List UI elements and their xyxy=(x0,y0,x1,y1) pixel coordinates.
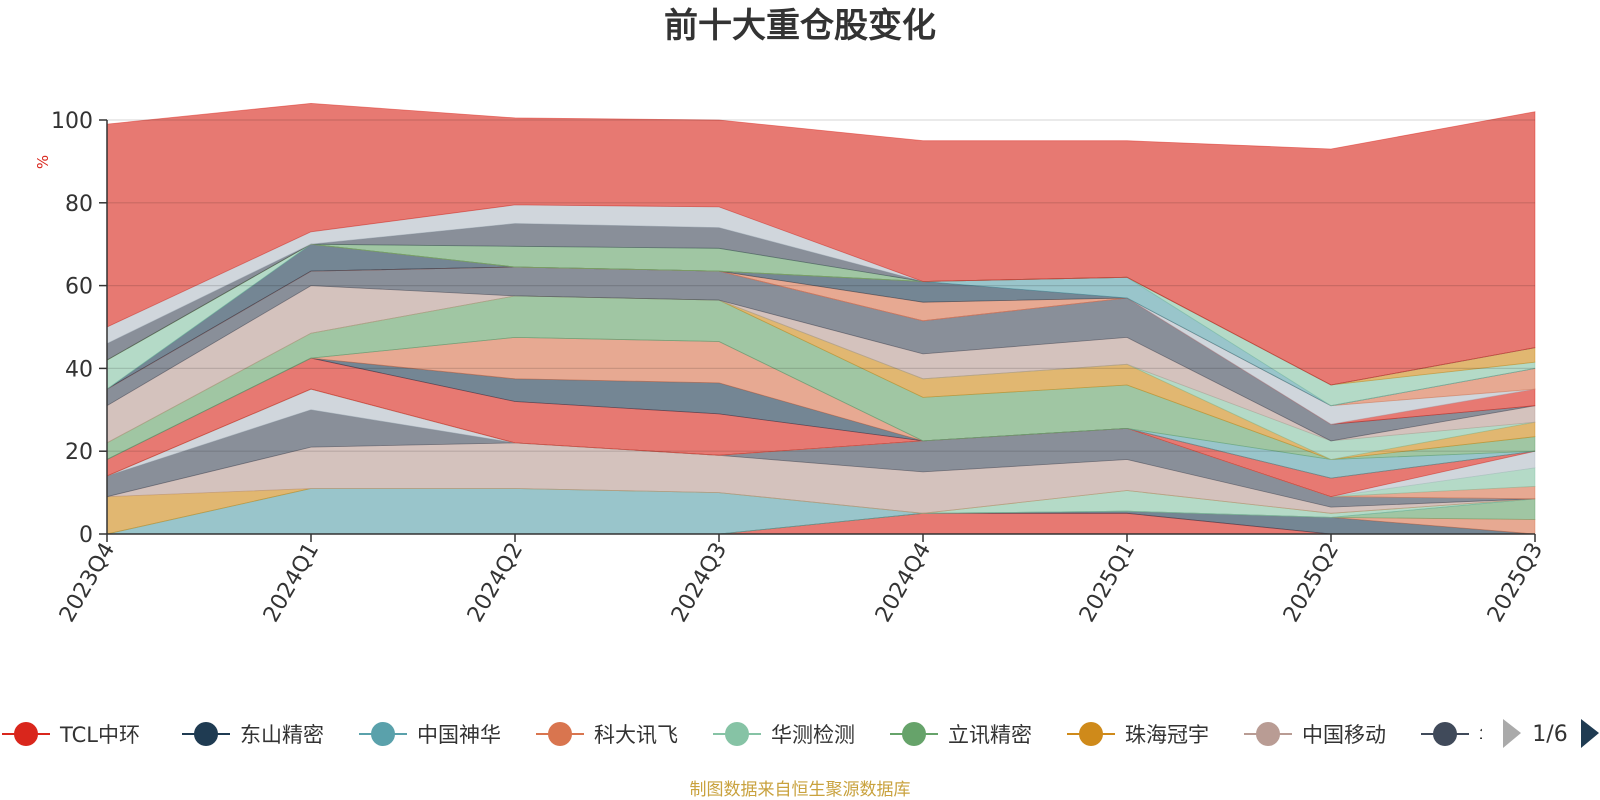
legend-label: 中国移动 xyxy=(1302,723,1386,747)
area-series-layer xyxy=(106,102,1536,535)
y-axis-unit-label: % xyxy=(34,155,52,169)
legend-circle-marker xyxy=(725,722,749,746)
legend-label: 华测检测 xyxy=(771,723,855,747)
y-tick-label: 60 xyxy=(65,275,93,300)
legend-circle-marker xyxy=(1433,722,1457,746)
x-tick-label: 2024Q2 xyxy=(463,539,528,627)
legend: TCL中环东山精密中国神华科大讯飞华测检测立讯精密珠海冠宇中国移动华1/6 xyxy=(2,712,1600,760)
grid-lines xyxy=(107,119,1535,452)
x-tick-label: 2024Q3 xyxy=(667,539,732,627)
legend-circle-marker xyxy=(1079,722,1103,746)
legend-item[interactable]: TCL中环 xyxy=(2,722,140,747)
legend-item[interactable]: 华测检测 xyxy=(713,722,855,747)
x-tick-label: 2024Q4 xyxy=(871,539,936,627)
x-tick-label: 2023Q4 xyxy=(55,539,120,627)
legend-label: 东山精密 xyxy=(240,723,324,747)
y-tick-label: 80 xyxy=(65,192,93,217)
legend-clip-mask xyxy=(1482,712,1600,760)
legend-item[interactable]: 中国移动 xyxy=(1244,722,1386,747)
y-tick-label: 20 xyxy=(65,440,93,465)
legend-label: 中国神华 xyxy=(417,723,501,747)
y-tick-label: 40 xyxy=(65,357,93,382)
data-source-note: 制图数据来自恒生聚源数据库 xyxy=(690,780,911,800)
x-tick-label: 2025Q3 xyxy=(1483,539,1548,627)
legend-label: 科大讯飞 xyxy=(594,723,678,747)
legend-item[interactable]: 东山精密 xyxy=(182,722,324,747)
legend-next-page-icon[interactable] xyxy=(1581,719,1599,748)
legend-item[interactable]: 立讯精密 xyxy=(890,722,1032,747)
legend-label: 立讯精密 xyxy=(948,723,1032,747)
legend-circle-marker xyxy=(194,722,218,746)
x-tick-label: 2024Q1 xyxy=(259,539,324,627)
x-tick-label: 2025Q2 xyxy=(1279,539,1344,627)
legend-label: 珠海冠宇 xyxy=(1125,723,1209,747)
chart-title: 前十大重仓股变化 xyxy=(664,6,936,46)
legend-item[interactable]: 珠海冠宇 xyxy=(1067,722,1209,747)
legend-circle-marker xyxy=(548,722,572,746)
y-tick-label: 0 xyxy=(79,523,93,548)
legend-circle-marker xyxy=(1256,722,1280,746)
area-s33 xyxy=(106,102,1536,386)
legend-circle-marker xyxy=(371,722,395,746)
legend-item[interactable]: 中国神华 xyxy=(359,722,501,747)
legend-prev-page-icon[interactable] xyxy=(1503,719,1521,748)
legend-circle-marker xyxy=(902,722,926,746)
y-tick-label: 100 xyxy=(51,109,93,134)
legend-label: TCL中环 xyxy=(59,723,140,747)
legend-page-indicator: 1/6 xyxy=(1532,722,1567,747)
legend-item[interactable]: 科大讯飞 xyxy=(536,722,678,747)
legend-circle-marker xyxy=(14,722,38,746)
x-tick-label: 2025Q1 xyxy=(1075,539,1140,627)
